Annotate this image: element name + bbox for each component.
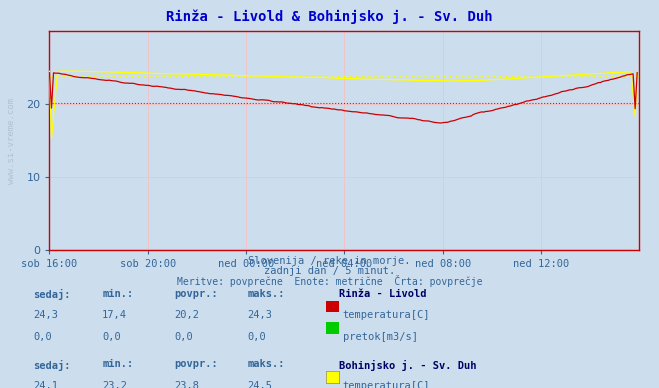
Text: 23,8: 23,8 [175, 381, 200, 388]
Text: min.:: min.: [102, 289, 133, 299]
Text: povpr.:: povpr.: [175, 289, 218, 299]
Text: 24,3: 24,3 [33, 310, 58, 320]
Text: 0,0: 0,0 [175, 332, 193, 342]
Text: maks.:: maks.: [247, 289, 285, 299]
Text: Rinža - Livold & Bohinjsko j. - Sv. Duh: Rinža - Livold & Bohinjsko j. - Sv. Duh [166, 10, 493, 24]
Text: 17,4: 17,4 [102, 310, 127, 320]
Text: 20,2: 20,2 [175, 310, 200, 320]
Text: temperatura[C]: temperatura[C] [343, 310, 430, 320]
Text: povpr.:: povpr.: [175, 359, 218, 369]
Text: Meritve: povprečne  Enote: metrične  Črta: povprečje: Meritve: povprečne Enote: metrične Črta:… [177, 275, 482, 288]
Text: 23,2: 23,2 [102, 381, 127, 388]
Text: 0,0: 0,0 [102, 332, 121, 342]
Text: Rinža - Livold: Rinža - Livold [339, 289, 427, 299]
Text: 0,0: 0,0 [247, 332, 266, 342]
Text: zadnji dan / 5 minut.: zadnji dan / 5 minut. [264, 266, 395, 276]
Text: 24,1: 24,1 [33, 381, 58, 388]
Text: temperatura[C]: temperatura[C] [343, 381, 430, 388]
Text: 24,5: 24,5 [247, 381, 272, 388]
Text: sedaj:: sedaj: [33, 289, 71, 300]
Text: min.:: min.: [102, 359, 133, 369]
Text: 24,3: 24,3 [247, 310, 272, 320]
Text: Slovenija / reke in morje.: Slovenija / reke in morje. [248, 256, 411, 266]
Text: 0,0: 0,0 [33, 332, 51, 342]
Text: pretok[m3/s]: pretok[m3/s] [343, 332, 418, 342]
Text: sedaj:: sedaj: [33, 359, 71, 371]
Text: www.si-vreme.com: www.si-vreme.com [7, 98, 16, 184]
Text: maks.:: maks.: [247, 359, 285, 369]
Text: Bohinjsko j. - Sv. Duh: Bohinjsko j. - Sv. Duh [339, 359, 477, 371]
